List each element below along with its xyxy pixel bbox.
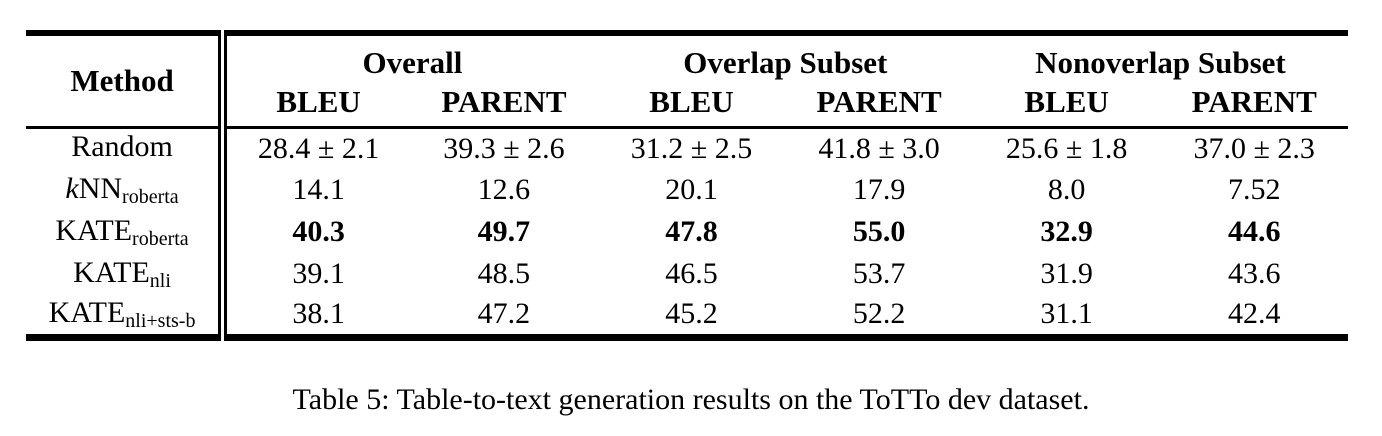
cell-value: 48.5 bbox=[477, 257, 531, 290]
column-header-parent-overall: PARENT bbox=[410, 83, 598, 129]
method-label: kNNroberta bbox=[26, 169, 228, 211]
column-header-method: Method bbox=[26, 33, 228, 129]
method-base: NN bbox=[78, 171, 123, 205]
method-prefix: k bbox=[65, 171, 79, 205]
cell-value: 7.52 bbox=[1227, 173, 1281, 206]
method-subscript: roberta bbox=[132, 227, 189, 250]
cell-value: 25.6 ± 1.8 bbox=[1005, 131, 1128, 165]
cell-value: 20.1 bbox=[665, 173, 718, 206]
method-base: KATE bbox=[73, 255, 150, 289]
column-header-bleu-overlap: BLEU bbox=[597, 83, 786, 129]
column-header-bleu-overall: BLEU bbox=[222, 83, 411, 129]
cell-value: 37.0 ± 2.3 bbox=[1193, 131, 1315, 165]
cell-value: 31.1 bbox=[1040, 297, 1093, 331]
cell-value: 17.9 bbox=[852, 173, 906, 206]
column-header-bleu-nonoverlap: BLEU bbox=[972, 83, 1161, 129]
method-subscript: nli+sts-b bbox=[125, 309, 196, 332]
table-row-random: Random 28.4 ± 2.1 39.3 ± 2.6 31.2 ± 2.5 … bbox=[26, 127, 1348, 169]
cell-value: 49.7 bbox=[477, 215, 531, 248]
method-base: KATE bbox=[55, 213, 133, 247]
cell-value: 55.0 bbox=[852, 215, 906, 248]
table-caption: Table 5: Table-to-text generation result… bbox=[292, 383, 1090, 416]
cell-value: 52.2 bbox=[852, 297, 906, 331]
header-group-row: Method Overall Overlap Subset Nonoverlap… bbox=[26, 33, 1348, 129]
cell-value: 46.5 bbox=[665, 257, 718, 290]
column-group-overall: Overall bbox=[362, 44, 463, 80]
table-row-knn-roberta: kNNroberta 14.1 12.6 20.1 17.9 8.0 7.52 bbox=[26, 169, 1348, 211]
column-header-parent-overlap: PARENT bbox=[785, 83, 973, 129]
cell-value: 42.4 bbox=[1227, 297, 1281, 331]
column-group-nonoverlap-subset: Nonoverlap Subset bbox=[1035, 44, 1286, 80]
method-label: KATEnli bbox=[26, 253, 228, 295]
table-row-kate-nli-sts-b: KATEnli+sts-b 38.1 47.2 45.2 52.2 31.1 4… bbox=[26, 295, 1348, 337]
cell-value: 28.4 ± 2.1 bbox=[257, 131, 380, 165]
cell-value: 44.6 bbox=[1227, 215, 1281, 248]
method-base: Random bbox=[71, 130, 173, 164]
method-label: KATEroberta bbox=[26, 211, 228, 253]
method-label: Random bbox=[26, 127, 228, 169]
cell-value: 14.1 bbox=[292, 173, 345, 206]
table-row-kate-nli: KATEnli 39.1 48.5 46.5 53.7 31.9 43.6 bbox=[26, 253, 1348, 295]
cell-value: 38.1 bbox=[292, 297, 345, 331]
header-metric-row: BLEU PARENT BLEU PARENT BLEU PARENT bbox=[26, 83, 1348, 129]
cell-value: 40.3 bbox=[292, 215, 345, 248]
method-subscript: nli bbox=[149, 269, 171, 292]
cell-value: 47.8 bbox=[665, 215, 718, 248]
cell-value: 8.0 bbox=[1047, 173, 1086, 206]
cell-value: 53.7 bbox=[852, 257, 906, 290]
cell-value: 39.1 bbox=[292, 257, 345, 290]
method-label: KATEnli+sts-b bbox=[26, 295, 228, 337]
column-group-overlap-subset: Overlap Subset bbox=[683, 44, 888, 80]
cell-value: 31.9 bbox=[1040, 257, 1093, 290]
table-row-kate-roberta: KATEroberta 40.3 49.7 47.8 55.0 32.9 44.… bbox=[26, 211, 1348, 253]
cell-value: 41.8 ± 3.0 bbox=[818, 131, 940, 165]
method-subscript: roberta bbox=[122, 185, 179, 208]
cell-value: 43.6 bbox=[1227, 257, 1281, 290]
method-base: KATE bbox=[48, 295, 126, 329]
cell-value: 12.6 bbox=[477, 173, 531, 206]
cell-value: 39.3 ± 2.6 bbox=[443, 131, 565, 165]
results-table: Method Overall Overlap Subset Nonoverlap… bbox=[26, 30, 1348, 341]
cell-value: 47.2 bbox=[477, 297, 531, 331]
cell-value: 31.2 ± 2.5 bbox=[630, 131, 753, 165]
cell-value: 32.9 bbox=[1040, 215, 1093, 248]
cell-value: 45.2 bbox=[665, 297, 718, 331]
column-header-parent-nonoverlap: PARENT bbox=[1160, 83, 1348, 129]
